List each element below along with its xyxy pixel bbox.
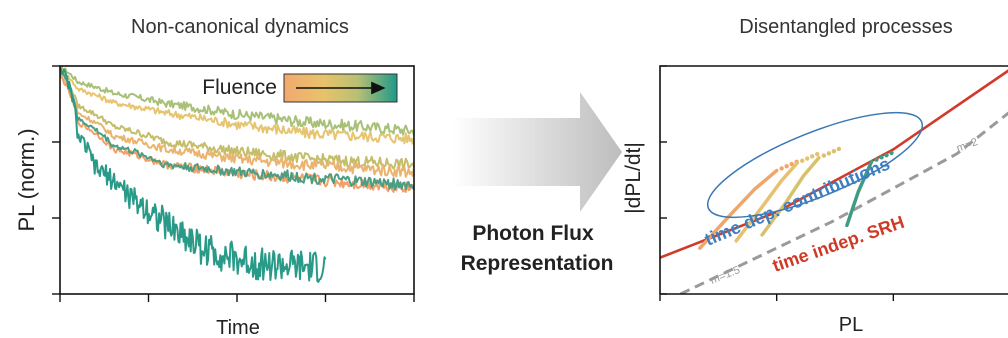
flux-trace-1 — [698, 168, 779, 250]
slope-label-high: m=2 — [955, 136, 980, 155]
time-indep-annotation: time indep. SRH — [770, 212, 907, 276]
right-plot-area: m=2 — [660, 69, 1008, 294]
srh-fit-line — [660, 69, 1008, 259]
pl-trace-7 — [60, 67, 327, 283]
left-y-axis-label: PL (norm.) — [14, 128, 39, 231]
pl-trace-1 — [60, 66, 414, 137]
flux-trace-1-dot-2 — [784, 164, 789, 169]
pl-trace-4 — [60, 72, 414, 178]
flux-trace-1-dot-3 — [789, 161, 794, 167]
flux-trace-1-dot-1 — [779, 166, 784, 171]
right-panel-title: Disentangled processes — [739, 16, 952, 38]
slope-label-low: m=1.5 — [709, 264, 742, 287]
photon-flux-line2: Representation — [461, 252, 614, 275]
pl-trace-2 — [60, 68, 414, 145]
flux-trace-2-dot-3 — [810, 154, 815, 159]
right-x-axis-label: PL — [839, 314, 863, 336]
srh-slope-guide-line — [679, 111, 1008, 294]
photon-flux-line1: Photon Flux — [472, 222, 594, 245]
left-ticks — [52, 65, 415, 302]
flux-trace-3-dot-2 — [826, 151, 832, 156]
flux-trace-4 — [845, 159, 874, 228]
right-ticks — [659, 65, 895, 301]
flux-trace-4-dot-3 — [884, 152, 889, 158]
flux-trace-2-dot-2 — [805, 156, 810, 161]
pl-trace-3 — [60, 70, 414, 170]
left-panel-title: Non-canonical dynamics — [131, 16, 349, 38]
transform-arrow — [452, 92, 622, 212]
left-plot-area — [60, 66, 414, 283]
flux-trace-2 — [734, 161, 799, 243]
left-x-axis-label: Time — [216, 317, 260, 338]
flux-trace-4-dot-1 — [874, 157, 879, 162]
flux-trace-2-dot-4 — [815, 151, 820, 157]
flux-trace-3-dot-4 — [836, 146, 842, 152]
flux-trace-3 — [760, 156, 821, 237]
flux-trace-4-dot-4 — [889, 150, 894, 156]
flux-trace-4-dot-2 — [879, 155, 884, 160]
right-y-axis-label: |dPL/dt| — [622, 142, 645, 214]
legend-label: Fluence — [202, 76, 277, 99]
flux-trace-2-dot-1 — [800, 158, 805, 163]
flux-trace-3-dot-3 — [831, 148, 837, 154]
flux-trace-3-dot-1 — [821, 153, 827, 158]
time-dep-ellipse — [706, 111, 924, 219]
pl-trace-6 — [60, 70, 414, 191]
